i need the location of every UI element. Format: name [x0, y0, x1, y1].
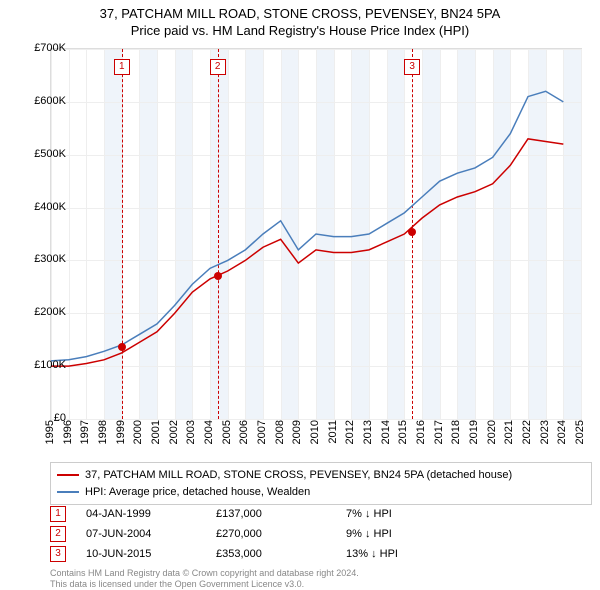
legend-box: 37, PATCHAM MILL ROAD, STONE CROSS, PEVE… — [50, 462, 592, 505]
event-price: £137,000 — [216, 508, 346, 520]
y-tick-label: £300K — [22, 253, 66, 265]
y-tick-label: £100K — [22, 359, 66, 371]
x-tick-label: 2003 — [185, 420, 197, 444]
events-table: 1 04-JAN-1999£137,0007% ↓ HPI 2 07-JUN-2004… — [50, 504, 578, 564]
event-marker: 1 — [114, 59, 130, 75]
event-price: £270,000 — [216, 528, 346, 540]
title-block: 37, PATCHAM MILL ROAD, STONE CROSS, PEVE… — [0, 0, 600, 40]
event-marker: 3 — [404, 59, 420, 75]
footer-line-2: This data is licensed under the Open Gov… — [50, 579, 578, 590]
x-tick-label: 2012 — [344, 420, 356, 444]
x-tick-label: 2000 — [132, 420, 144, 444]
y-tick-label: £400K — [22, 201, 66, 213]
chart-plot-area: 1 2 3 — [50, 48, 582, 420]
legend-swatch — [57, 474, 79, 476]
event-pct: 13% ↓ HPI — [346, 548, 476, 560]
x-tick-label: 2011 — [327, 420, 339, 444]
legend-label: 37, PATCHAM MILL ROAD, STONE CROSS, PEVE… — [85, 467, 512, 484]
x-tick-label: 2001 — [150, 420, 162, 444]
event-number-box: 1 — [50, 506, 66, 522]
x-tick-label: 2025 — [574, 420, 586, 444]
event-table-row: 1 04-JAN-1999£137,0007% ↓ HPI — [50, 504, 578, 524]
data-point-dot — [408, 228, 416, 236]
event-table-row: 2 07-JUN-2004£270,0009% ↓ HPI — [50, 524, 578, 544]
x-tick-label: 2009 — [291, 420, 303, 444]
footer-note: Contains HM Land Registry data © Crown c… — [50, 568, 578, 590]
series-line — [51, 139, 563, 366]
x-tick-label: 2024 — [556, 420, 568, 444]
x-tick-label: 1999 — [115, 420, 127, 444]
x-tick-label: 2022 — [521, 420, 533, 444]
x-tick-label: 2023 — [539, 420, 551, 444]
x-tick-label: 2010 — [309, 420, 321, 444]
x-tick-label: 1995 — [44, 420, 56, 444]
x-tick-label: 2006 — [238, 420, 250, 444]
x-tick-label: 2019 — [468, 420, 480, 444]
legend-label: HPI: Average price, detached house, Weal… — [85, 484, 310, 501]
event-date: 04-JAN-1999 — [86, 508, 216, 520]
event-price: £353,000 — [216, 548, 346, 560]
event-date: 10-JUN-2015 — [86, 548, 216, 560]
event-table-row: 3 10-JUN-2015£353,00013% ↓ HPI — [50, 544, 578, 564]
data-point-dot — [118, 343, 126, 351]
x-tick-label: 2015 — [397, 420, 409, 444]
x-tick-label: 1996 — [62, 420, 74, 444]
x-tick-label: 2007 — [256, 420, 268, 444]
x-tick-label: 2021 — [503, 420, 515, 444]
series-line — [51, 91, 563, 361]
event-date: 07-JUN-2004 — [86, 528, 216, 540]
chart-container: 37, PATCHAM MILL ROAD, STONE CROSS, PEVE… — [0, 0, 600, 590]
legend-swatch — [57, 491, 79, 493]
x-tick-label: 2016 — [415, 420, 427, 444]
footer-line-1: Contains HM Land Registry data © Crown c… — [50, 568, 578, 579]
data-point-dot — [214, 272, 222, 280]
y-tick-label: £500K — [22, 148, 66, 160]
event-number-box: 3 — [50, 546, 66, 562]
legend-row: HPI: Average price, detached house, Weal… — [57, 484, 585, 501]
x-tick-label: 2005 — [221, 420, 233, 444]
x-tick-label: 1997 — [79, 420, 91, 444]
x-tick-label: 2014 — [380, 420, 392, 444]
y-tick-label: £700K — [22, 42, 66, 54]
x-tick-label: 2018 — [450, 420, 462, 444]
x-tick-label: 2004 — [203, 420, 215, 444]
series-svg — [51, 49, 581, 419]
title-line-1: 37, PATCHAM MILL ROAD, STONE CROSS, PEVE… — [0, 6, 600, 23]
event-pct: 7% ↓ HPI — [346, 508, 476, 520]
x-tick-label: 2008 — [274, 420, 286, 444]
y-tick-label: £200K — [22, 306, 66, 318]
x-tick-label: 2002 — [168, 420, 180, 444]
x-tick-label: 1998 — [97, 420, 109, 444]
x-tick-label: 2017 — [433, 420, 445, 444]
x-tick-label: 2020 — [486, 420, 498, 444]
title-line-2: Price paid vs. HM Land Registry's House … — [0, 23, 600, 40]
event-number-box: 2 — [50, 526, 66, 542]
gridline-v — [581, 49, 582, 419]
event-marker: 2 — [210, 59, 226, 75]
y-tick-label: £600K — [22, 95, 66, 107]
legend-row: 37, PATCHAM MILL ROAD, STONE CROSS, PEVE… — [57, 467, 585, 484]
event-pct: 9% ↓ HPI — [346, 528, 476, 540]
x-tick-label: 2013 — [362, 420, 374, 444]
